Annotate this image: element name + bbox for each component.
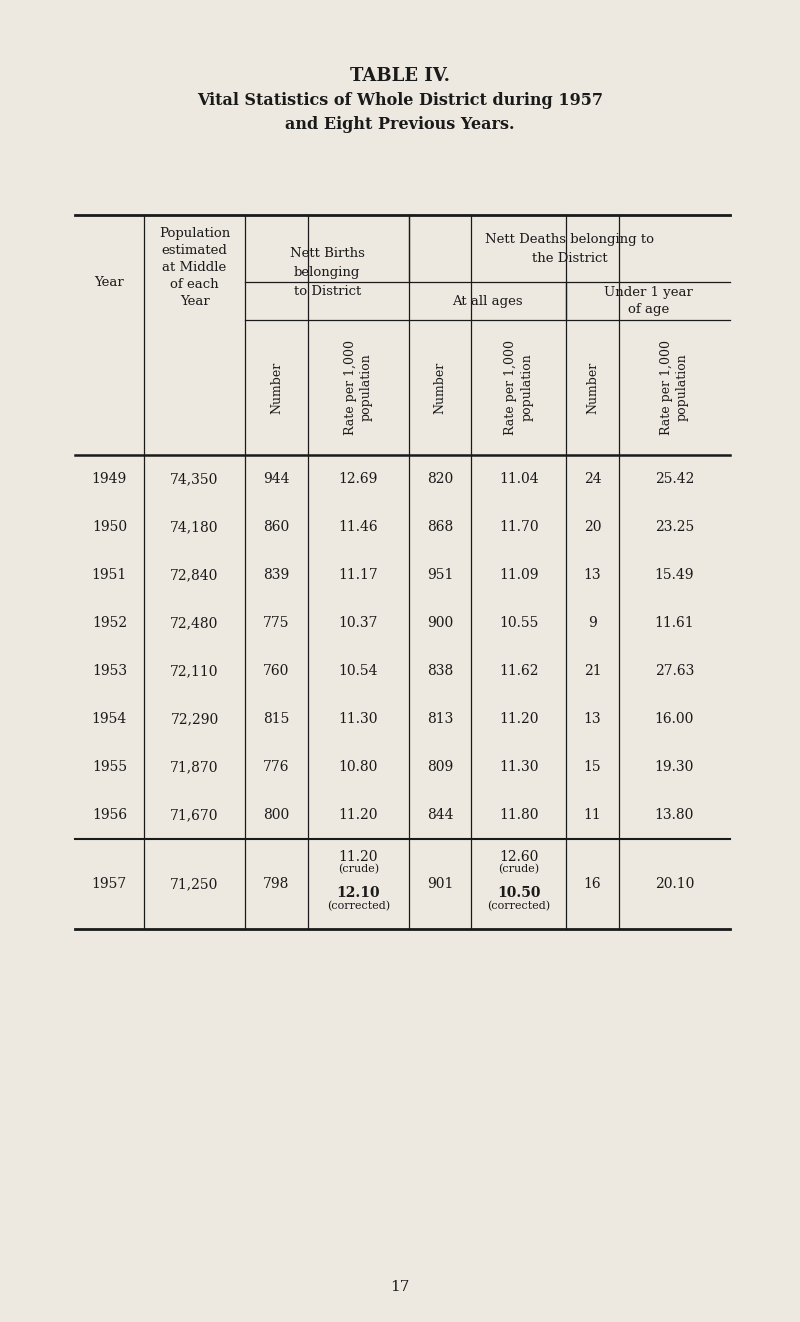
Text: 1953: 1953 [92, 664, 127, 678]
Text: 11.17: 11.17 [338, 568, 378, 582]
Text: Number: Number [586, 361, 599, 414]
Text: (corrected): (corrected) [487, 900, 550, 911]
Text: 844: 844 [427, 808, 454, 822]
Text: 11: 11 [583, 808, 602, 822]
Text: TABLE IV.: TABLE IV. [350, 67, 450, 85]
Text: 10.80: 10.80 [338, 760, 378, 773]
Text: 900: 900 [427, 616, 454, 631]
Text: 72,480: 72,480 [170, 616, 218, 631]
Text: 10.37: 10.37 [338, 616, 378, 631]
Text: 72,110: 72,110 [170, 664, 218, 678]
Text: 19.30: 19.30 [654, 760, 694, 773]
Text: 15: 15 [584, 760, 602, 773]
Text: Rate per 1,000
population: Rate per 1,000 population [660, 340, 689, 435]
Text: 860: 860 [263, 520, 290, 534]
Text: 1956: 1956 [92, 808, 127, 822]
Text: (crude): (crude) [338, 863, 379, 874]
Text: 24: 24 [584, 472, 602, 486]
Text: 11.70: 11.70 [499, 520, 538, 534]
Text: (corrected): (corrected) [326, 900, 390, 911]
Text: 25.42: 25.42 [654, 472, 694, 486]
Text: 11.30: 11.30 [499, 760, 538, 773]
Text: 820: 820 [427, 472, 454, 486]
Text: Nett Deaths belonging to
the District: Nett Deaths belonging to the District [485, 233, 654, 264]
Text: 760: 760 [263, 664, 290, 678]
Text: 12.10: 12.10 [337, 886, 380, 900]
Text: 901: 901 [427, 876, 454, 891]
Text: 71,870: 71,870 [170, 760, 218, 773]
Text: 72,290: 72,290 [170, 713, 218, 726]
Text: 839: 839 [263, 568, 290, 582]
Text: 11.09: 11.09 [499, 568, 538, 582]
Text: 951: 951 [427, 568, 454, 582]
Text: 1951: 1951 [92, 568, 127, 582]
Text: 11.80: 11.80 [499, 808, 538, 822]
Text: 11.61: 11.61 [654, 616, 694, 631]
Text: Year: Year [94, 276, 124, 290]
Text: 776: 776 [263, 760, 290, 773]
Text: Rate per 1,000
population: Rate per 1,000 population [504, 340, 534, 435]
Text: 20.10: 20.10 [654, 876, 694, 891]
Text: 11.20: 11.20 [499, 713, 538, 726]
Text: 1952: 1952 [92, 616, 127, 631]
Text: 13: 13 [584, 713, 602, 726]
Text: 13.80: 13.80 [654, 808, 694, 822]
Text: 809: 809 [427, 760, 454, 773]
Text: 12.60: 12.60 [499, 850, 538, 865]
Text: Under 1 year
of age: Under 1 year of age [604, 286, 693, 316]
Text: 10.54: 10.54 [338, 664, 378, 678]
Text: 11.20: 11.20 [338, 850, 378, 865]
Text: 1954: 1954 [92, 713, 127, 726]
Text: Vital Statistics of Whole District during 1957: Vital Statistics of Whole District durin… [197, 93, 603, 108]
Text: 15.49: 15.49 [654, 568, 694, 582]
Text: 74,350: 74,350 [170, 472, 218, 486]
Text: (crude): (crude) [498, 863, 539, 874]
Text: 815: 815 [263, 713, 290, 726]
Text: 11.20: 11.20 [338, 808, 378, 822]
Text: 798: 798 [263, 876, 290, 891]
Text: 17: 17 [390, 1280, 410, 1294]
Text: 813: 813 [427, 713, 454, 726]
Text: 9: 9 [588, 616, 597, 631]
Text: 11.04: 11.04 [499, 472, 538, 486]
Text: 11.30: 11.30 [338, 713, 378, 726]
Text: 11.46: 11.46 [338, 520, 378, 534]
Text: 13: 13 [584, 568, 602, 582]
Text: 838: 838 [427, 664, 454, 678]
Text: Number: Number [434, 361, 446, 414]
Text: 1957: 1957 [92, 876, 127, 891]
Text: 868: 868 [427, 520, 454, 534]
Text: 23.25: 23.25 [654, 520, 694, 534]
Text: Rate per 1,000
population: Rate per 1,000 population [344, 340, 373, 435]
Text: 71,670: 71,670 [170, 808, 218, 822]
Text: 20: 20 [584, 520, 602, 534]
Text: 11.62: 11.62 [499, 664, 538, 678]
Text: 1949: 1949 [92, 472, 127, 486]
Text: Nett Births
belonging
to District: Nett Births belonging to District [290, 247, 365, 297]
Text: 10.55: 10.55 [499, 616, 538, 631]
Text: 16.00: 16.00 [654, 713, 694, 726]
Text: 1955: 1955 [92, 760, 127, 773]
Text: 72,840: 72,840 [170, 568, 218, 582]
Text: 10.50: 10.50 [497, 886, 541, 900]
Text: 74,180: 74,180 [170, 520, 218, 534]
Text: At all ages: At all ages [452, 295, 523, 308]
Text: 12.69: 12.69 [338, 472, 378, 486]
Text: 1950: 1950 [92, 520, 127, 534]
Text: 16: 16 [584, 876, 602, 891]
Text: 800: 800 [263, 808, 290, 822]
Text: and Eight Previous Years.: and Eight Previous Years. [286, 116, 514, 134]
Text: 775: 775 [263, 616, 290, 631]
Text: 944: 944 [263, 472, 290, 486]
Text: Number: Number [270, 361, 283, 414]
Text: 21: 21 [584, 664, 602, 678]
Text: Population
estimated
at Middle
of each
Year: Population estimated at Middle of each Y… [159, 227, 230, 308]
Text: 27.63: 27.63 [654, 664, 694, 678]
Text: 71,250: 71,250 [170, 876, 218, 891]
